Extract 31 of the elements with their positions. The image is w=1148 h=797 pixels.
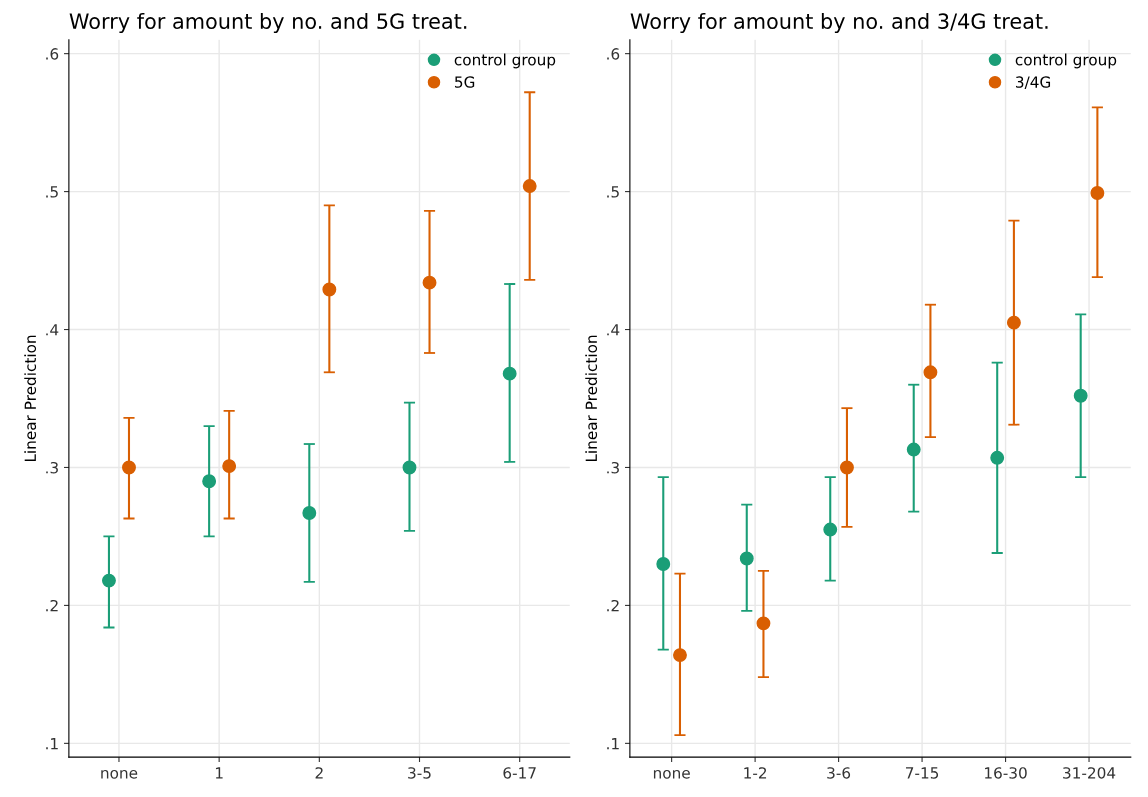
- y-axis-title: Linear Prediction: [24, 335, 37, 462]
- y-tick-label: .2: [46, 599, 58, 612]
- x-tick-label: 2: [315, 767, 323, 779]
- y-tick-label: .5: [607, 186, 619, 198]
- y-tick-label: .5: [46, 186, 58, 198]
- x-tick-label: 7-15: [905, 767, 939, 779]
- y-tick-label: .1: [46, 738, 58, 750]
- legend-label: 5G: [455, 76, 475, 88]
- x-tick-label: 16-30: [985, 767, 1027, 779]
- chart-title: Worry for amount by no. and 3/4G treat.: [630, 12, 1048, 34]
- legend-label: control group: [454, 53, 556, 69]
- chart-title: Worry for amount by no. and 5G treat.: [69, 12, 467, 34]
- y-tick-label: .2: [607, 599, 619, 612]
- x-tick-label: none: [101, 769, 138, 779]
- legend-label: control group: [1015, 53, 1117, 69]
- y-tick-label: .3: [46, 461, 58, 474]
- x-tick-label: 3-6: [827, 767, 851, 779]
- x-tick-label: 6-17: [503, 767, 536, 779]
- y-axis-title: Linear Prediction: [585, 335, 598, 462]
- y-tick-label: .6: [46, 48, 59, 60]
- y-tick-label: .4: [46, 324, 59, 336]
- x-tick-label: 1-2: [744, 767, 767, 779]
- y-tick-label: .4: [607, 324, 620, 336]
- x-tick-label: none: [653, 769, 690, 779]
- x-tick-label: 1: [215, 767, 223, 779]
- y-tick-label: .3: [607, 461, 619, 474]
- y-tick-label: .1: [607, 738, 619, 750]
- x-tick-label: 31-204: [1063, 767, 1116, 779]
- legend-label: 3/4G: [1016, 76, 1051, 90]
- x-tick-label: 3-5: [408, 767, 431, 779]
- y-tick-label: .6: [607, 48, 620, 60]
